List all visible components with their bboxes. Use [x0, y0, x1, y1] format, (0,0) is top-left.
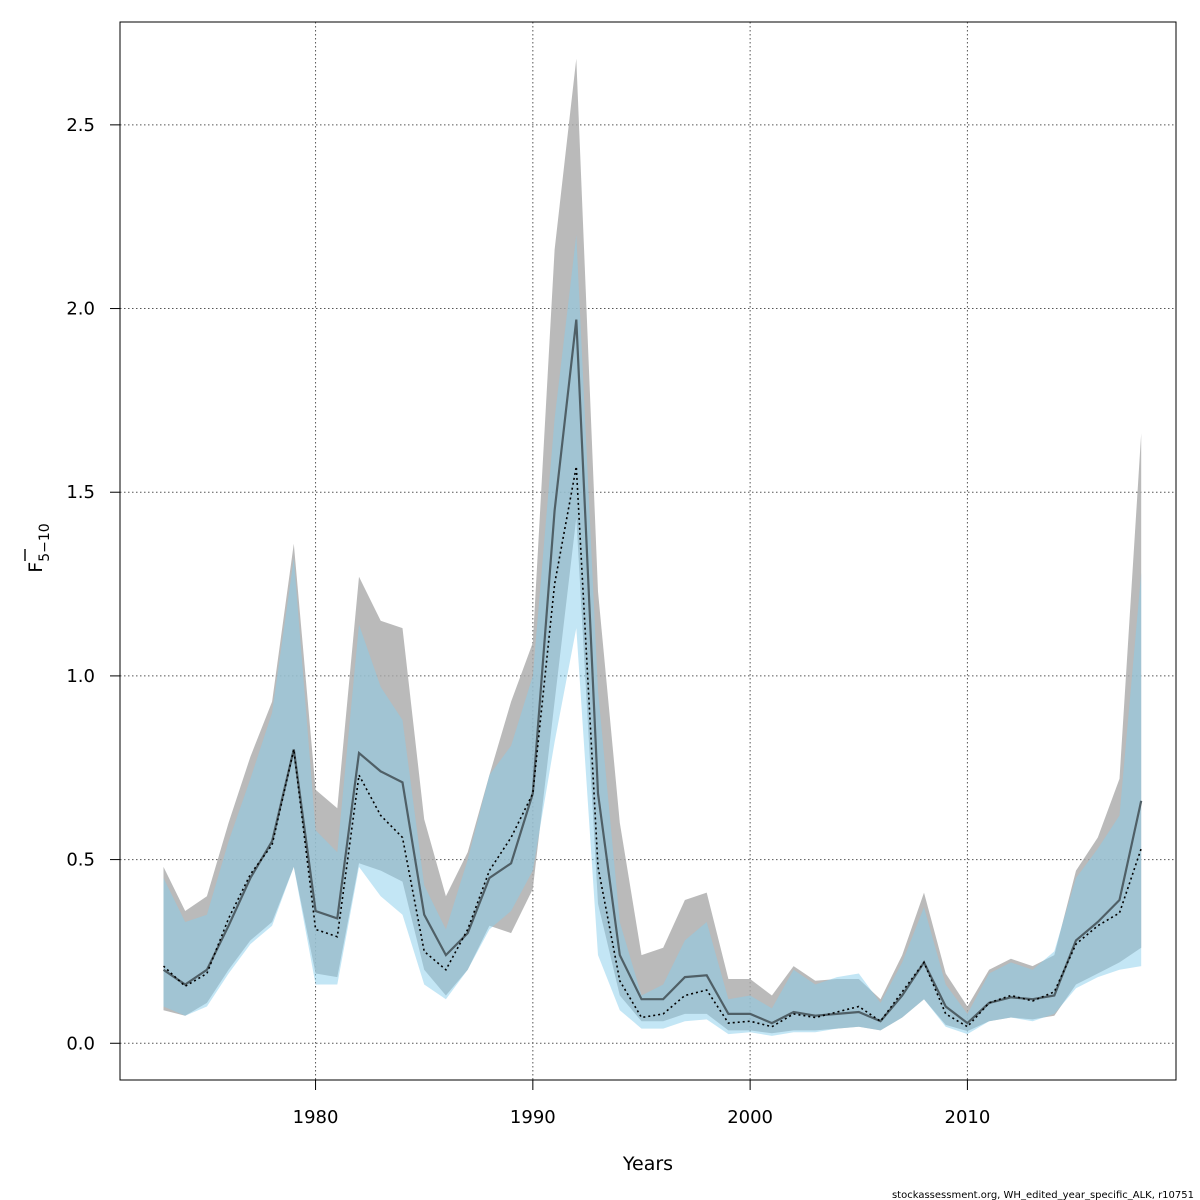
y-tick-label: 0.0	[66, 1033, 95, 1054]
series-lines	[162, 319, 1143, 1028]
confidence-bands	[163, 58, 1142, 1036]
x-tick-label: 2000	[727, 1107, 773, 1128]
y-tick-label: 2.0	[66, 299, 95, 320]
y-tick-label: 0.5	[66, 850, 95, 871]
footnote: stockassessment.org, WH_edited_year_spec…	[892, 1190, 1194, 1200]
x-tick-label: 1980	[293, 1107, 339, 1128]
y-axis-label: F5−10	[24, 523, 53, 573]
y-axis-label-main: F	[25, 562, 47, 573]
y-tick-label: 1.0	[66, 666, 95, 687]
axis-ticks: 1980 1990 2000 2010 0.0 0.5 1.0 1.5 2.0 2.5	[66, 115, 990, 1128]
series-line-dotted	[162, 466, 1142, 1028]
x-tick-label: 2010	[945, 1107, 991, 1128]
x-axis-label: Years	[622, 1153, 673, 1175]
y-axis-label-subscript: 5−10	[37, 523, 53, 561]
band-run2	[163, 235, 1142, 1036]
y-tick-label: 1.5	[66, 482, 95, 503]
svg-text:F5−10: F5−10	[25, 523, 53, 572]
gridlines	[120, 22, 1176, 1080]
plot-frame	[119, 21, 1177, 1081]
x-tick-label: 1990	[510, 1107, 556, 1128]
series-line-solid	[162, 319, 1143, 1025]
y-tick-label: 2.5	[66, 115, 95, 136]
